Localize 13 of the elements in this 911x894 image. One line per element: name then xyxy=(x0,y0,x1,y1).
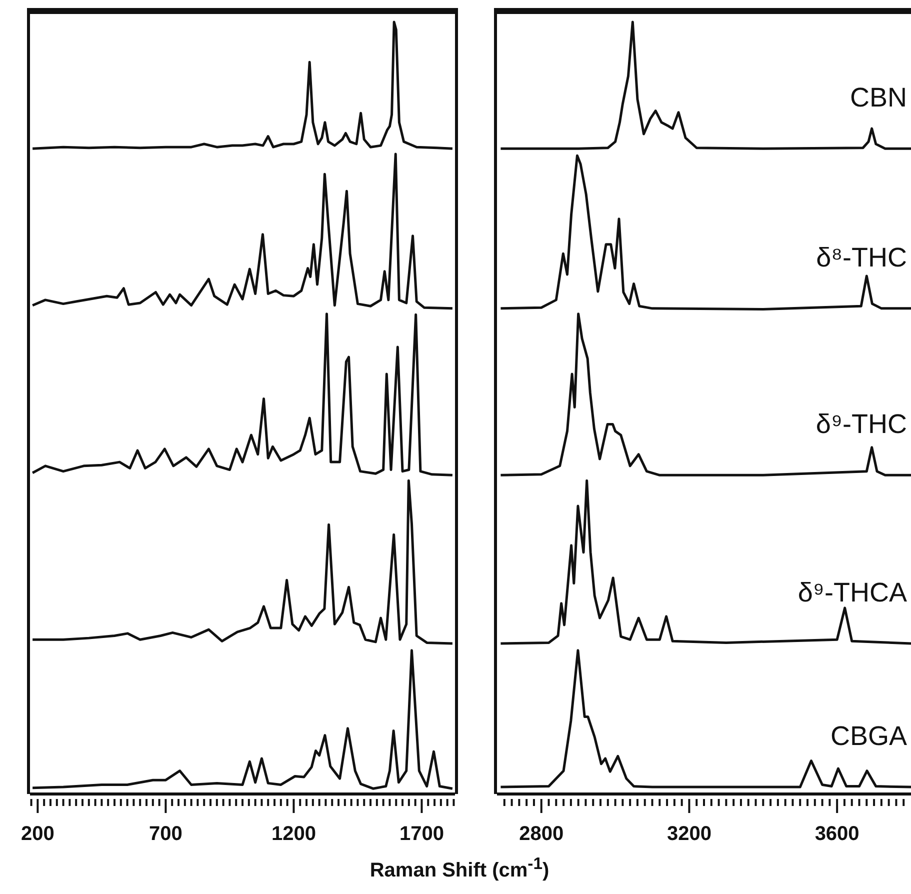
x-tick-label: 2800 xyxy=(519,823,564,845)
series-label: δ⁹-THC xyxy=(816,409,907,440)
x-tick-label: 700 xyxy=(149,823,182,845)
x-tick-label: 3200 xyxy=(666,823,712,845)
series-label: CBN xyxy=(850,82,907,113)
x-tick-label: 1200 xyxy=(271,823,316,845)
x-tick-label: 3600 xyxy=(814,823,860,845)
x-tick-label: 1700 xyxy=(399,823,444,845)
series-label: CBGA xyxy=(830,721,907,752)
series-label: δ⁹-THCA xyxy=(798,577,907,608)
series-label: δ⁸-THC xyxy=(816,242,907,272)
x-tick-label: 200 xyxy=(20,823,54,845)
x-axis-title: Raman Shift (cm$^{-1}$) xyxy=(368,854,550,883)
